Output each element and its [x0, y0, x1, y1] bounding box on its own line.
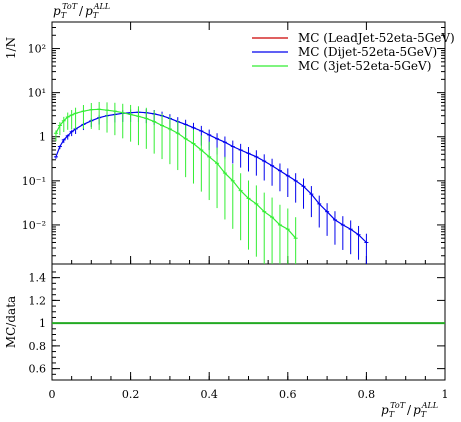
legend-label-0: MC (LeadJet-52eta-5GeV)	[298, 31, 455, 45]
y-axis-label-ratio: MC/data	[4, 296, 18, 348]
ratio-ytick-label-1: 0.8	[29, 340, 47, 353]
legend: MC (LeadJet-52eta-5GeV)MC (Dijet-52eta-5…	[252, 31, 455, 73]
series-line-2	[55, 108, 297, 239]
xtick-label-0: 0	[49, 388, 56, 401]
ratio-y-ticks: 0.6 0.8 1 1.2 1.4	[29, 271, 445, 381]
chart-title: pTToT / pTALL	[53, 2, 110, 20]
ratio-ytick-label-4: 1.4	[29, 272, 47, 285]
main-ytick-label-0: 10⁻²	[22, 219, 46, 232]
series-line-1	[55, 111, 367, 243]
xtick-label-1: 0.2	[122, 388, 140, 401]
x-axis-label: pTToT / pTALL	[381, 401, 438, 419]
main-series-group	[53, 101, 369, 264]
main-ytick-label-1: 10⁻¹	[22, 175, 46, 188]
main-ytick-label-4: 10²	[28, 43, 46, 56]
legend-label-2: MC (3jet-52eta-5GeV)	[298, 59, 431, 73]
main-y-ticks: 10⁻² 10⁻¹ 1 10¹ 10²	[22, 21, 445, 257]
ratio-ytick-label-3: 1.2	[29, 294, 47, 307]
xtick-label-5: 1	[442, 388, 449, 401]
main-ytick-label-3: 10¹	[28, 87, 46, 100]
xtick-label-2: 0.4	[200, 388, 218, 401]
main-ytick-label-2: 1	[39, 131, 46, 144]
xtick-label-4: 0.8	[358, 388, 376, 401]
ratio-plot-frame	[51, 263, 446, 381]
xtick-label-3: 0.6	[279, 388, 297, 401]
legend-label-1: MC (Dijet-52eta-5GeV)	[298, 45, 437, 59]
y-axis-label-main: 1/N	[4, 37, 18, 59]
ratio-ytick-label-2: 1	[39, 317, 46, 330]
ratio-ytick-label-0: 0.6	[29, 363, 47, 376]
